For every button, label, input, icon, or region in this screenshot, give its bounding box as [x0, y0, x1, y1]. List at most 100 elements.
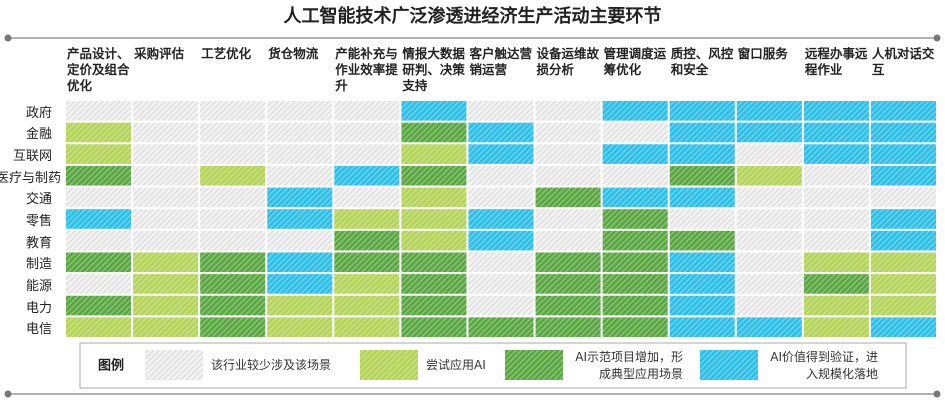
cell — [468, 295, 534, 316]
cell — [602, 101, 668, 121]
row-label: 交通 — [25, 192, 52, 208]
cell — [133, 209, 199, 229]
cell — [133, 165, 199, 186]
legend-swatch — [145, 350, 203, 380]
cell — [334, 295, 400, 316]
cell — [870, 295, 936, 316]
cell — [334, 144, 400, 164]
cell — [200, 317, 266, 337]
cell — [535, 317, 601, 337]
cell — [334, 209, 400, 229]
legend-swatch — [700, 350, 758, 380]
cell — [736, 295, 802, 316]
cell — [535, 144, 601, 164]
cell — [736, 187, 802, 208]
cell — [736, 165, 802, 186]
cell — [468, 252, 534, 273]
legend-title: 图例 — [98, 358, 124, 374]
cell — [602, 165, 668, 186]
cell — [401, 252, 467, 273]
cell — [133, 317, 199, 337]
cell — [602, 317, 668, 337]
cell — [468, 122, 534, 143]
cell — [535, 230, 601, 251]
column-header: 情报大数据研判、决策支持 — [402, 46, 465, 93]
cell — [200, 122, 266, 143]
cell — [803, 274, 869, 294]
column-header: 管理调度运筹优化 — [603, 46, 667, 77]
divider-dot — [933, 390, 941, 398]
cell — [334, 165, 400, 186]
cell — [870, 317, 936, 337]
cell — [803, 101, 869, 121]
row-label: 教育 — [25, 235, 52, 251]
cell — [66, 101, 132, 121]
cell — [401, 317, 467, 337]
cell — [401, 122, 467, 143]
cell — [602, 274, 668, 294]
cell — [66, 187, 132, 208]
cell — [267, 230, 333, 251]
row-label: 电信 — [25, 322, 52, 338]
cell — [200, 274, 266, 294]
cell — [468, 317, 534, 337]
cell — [803, 144, 869, 164]
cell — [401, 144, 467, 164]
cell — [736, 122, 802, 143]
cell — [200, 230, 266, 251]
cell — [334, 317, 400, 337]
cell — [669, 101, 735, 121]
cell — [267, 317, 333, 337]
cell — [133, 144, 199, 164]
cell — [669, 230, 735, 251]
column-header: 客户触达营销运营 — [469, 46, 532, 77]
cell — [200, 209, 266, 229]
cell — [200, 252, 266, 273]
cell — [602, 295, 668, 316]
divider-dot — [4, 390, 12, 398]
cell — [602, 230, 668, 251]
cell — [669, 317, 735, 337]
divider-dot — [933, 34, 941, 42]
cell — [66, 122, 132, 143]
cell — [803, 165, 869, 186]
row-label: 政府 — [25, 105, 52, 121]
cell — [736, 230, 802, 251]
cell — [468, 101, 534, 121]
legend-swatch — [505, 350, 563, 380]
cell — [803, 317, 869, 337]
cell — [66, 252, 132, 273]
cell — [200, 144, 266, 164]
cell — [669, 144, 735, 164]
column-header: 窗口服务 — [737, 46, 788, 61]
row-label: 医疗与制药 — [0, 170, 62, 186]
cell — [736, 274, 802, 294]
row-label: 互联网 — [12, 149, 52, 165]
cell — [66, 274, 132, 294]
cell — [66, 144, 132, 164]
cell — [66, 295, 132, 316]
cell — [669, 187, 735, 208]
cell — [267, 295, 333, 316]
cell — [870, 187, 936, 208]
cell — [267, 209, 333, 229]
cell — [401, 274, 467, 294]
cell — [736, 209, 802, 229]
cell — [669, 252, 735, 273]
cell — [468, 274, 534, 294]
cell — [803, 122, 869, 143]
cell — [736, 252, 802, 273]
cell — [803, 187, 869, 208]
cell — [334, 252, 400, 273]
cell — [535, 101, 601, 121]
column-header: 产品设计、定价及组合优化 — [67, 46, 130, 93]
cell — [401, 187, 467, 208]
cell — [401, 165, 467, 186]
cell — [133, 230, 199, 251]
cell — [803, 252, 869, 273]
cell — [468, 165, 534, 186]
cell — [669, 122, 735, 143]
cell — [133, 101, 199, 121]
cell — [334, 230, 400, 251]
cell — [401, 101, 467, 121]
